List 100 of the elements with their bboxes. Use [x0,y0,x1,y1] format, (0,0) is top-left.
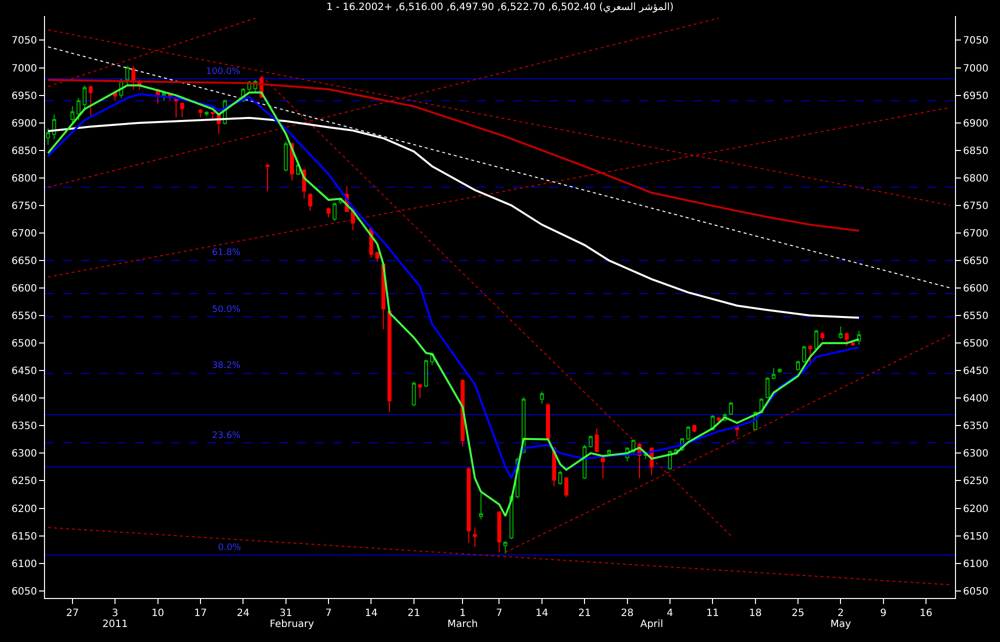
candlestick [70,106,74,124]
y2-tick-label: 6100 [963,558,988,570]
x-tick-label: 7 [325,608,332,619]
x-tick-label: 31 [279,608,292,619]
candlestick [375,251,380,262]
candlestick [540,391,544,404]
candlestick [52,114,56,140]
candlestick [509,494,514,540]
candlestick [472,527,477,548]
x-tick-label: 24 [236,608,250,619]
candlestick [674,448,678,454]
candlestick [680,437,684,452]
candlestick [497,510,502,553]
candlestick [631,438,636,454]
candlestick [692,424,696,433]
candlestick [478,492,483,520]
x2-tick-label: March [447,619,478,630]
x-tick-label: 14 [364,608,378,619]
candlestick [753,410,758,432]
candlestick [814,329,818,350]
candlestick [210,111,215,119]
y2-tick-label: 6200 [963,504,988,515]
y2-tick-label: 6300 [963,448,988,460]
candlestick [582,444,587,480]
candlestick [418,383,422,399]
y-tick-label: 6400 [12,394,37,405]
candlestick [594,428,599,454]
candlestick [424,359,428,388]
x-tick-label: 27 [66,608,79,619]
y-tick-label: 6850 [12,146,37,157]
candlestick [253,79,258,94]
candlestick [820,332,824,341]
y-tick-label: 6700 [12,228,37,240]
candlestick [125,66,130,85]
y2-tick-label: 7050 [963,36,988,47]
y-tick-label: 6500 [12,338,37,350]
candlestick [113,91,118,102]
x-tick-label: 1 [459,608,466,619]
y-tick-label: 6650 [12,256,37,267]
candlestick [332,202,337,222]
candlestick [326,207,331,218]
y2-tick-label: 6650 [963,256,988,267]
x-tick-label: 10 [151,608,164,619]
y-tick-label: 6350 [12,421,37,432]
candlestick [204,110,209,117]
candlestick [600,456,605,478]
annotation: 38.2% [212,361,242,371]
candlestick [162,91,166,102]
y-tick-label: 6800 [12,173,37,184]
candlestick [735,426,740,438]
y2-tick-label: 6700 [963,228,988,240]
annotation: 23.6% [212,431,242,441]
candlestick [503,540,508,554]
annotation: 50.0% [212,305,242,315]
y-tick-label: 6900 [12,118,37,130]
x2-tick-label: May [830,619,852,630]
candlestick [644,453,648,460]
y-tick-label: 6100 [12,558,37,570]
candlestick [546,403,550,440]
y-tick-label: 6950 [12,90,37,102]
candlestick [772,367,776,380]
candlestick [284,141,288,172]
candlestick [564,476,568,498]
x-tick-label: 21 [578,608,591,619]
x-tick-label: 3 [112,608,118,619]
candlestick [728,401,733,416]
y-tick-label: 6450 [12,366,37,378]
y-tick-label: 7050 [12,36,37,47]
candlestick [516,457,520,499]
annotation: 0.0% [218,543,242,553]
y2-tick-label: 6750 [963,200,988,212]
candlestick [76,98,81,121]
x-tick-label: 7 [496,608,502,619]
y-tick-label: 6150 [12,531,37,542]
y2-tick-label: 6050 [963,586,988,598]
y-tick-label: 6600 [12,284,37,294]
candlestick [778,368,782,374]
candlestick [686,426,690,440]
candlestick [338,198,343,205]
candlestick [222,99,227,125]
x-tick-label: 21 [408,608,420,619]
y-tick-label: 6200 [12,504,37,515]
y2-tick-label: 6450 [963,366,988,378]
annotation: 61.8% [212,248,242,258]
candlestick [119,78,124,99]
x-tick-label: 25 [792,608,804,619]
y2-tick-label: 6400 [963,394,988,405]
candlestick [838,326,843,340]
y2-tick-label: 6500 [963,338,988,350]
candlestick [766,376,770,400]
y-tick-label: 7000 [12,63,37,74]
y2-tick-label: 6850 [963,146,988,157]
x2-tick-label: April [640,619,664,630]
candlestick [668,450,672,470]
y-tick-label: 6300 [12,448,37,460]
x-tick-label: 4 [666,608,674,619]
candlestick [625,446,630,462]
candlestick [266,164,270,192]
x-tick-label: 2 [837,608,844,619]
y-tick-label: 6550 [12,311,37,322]
